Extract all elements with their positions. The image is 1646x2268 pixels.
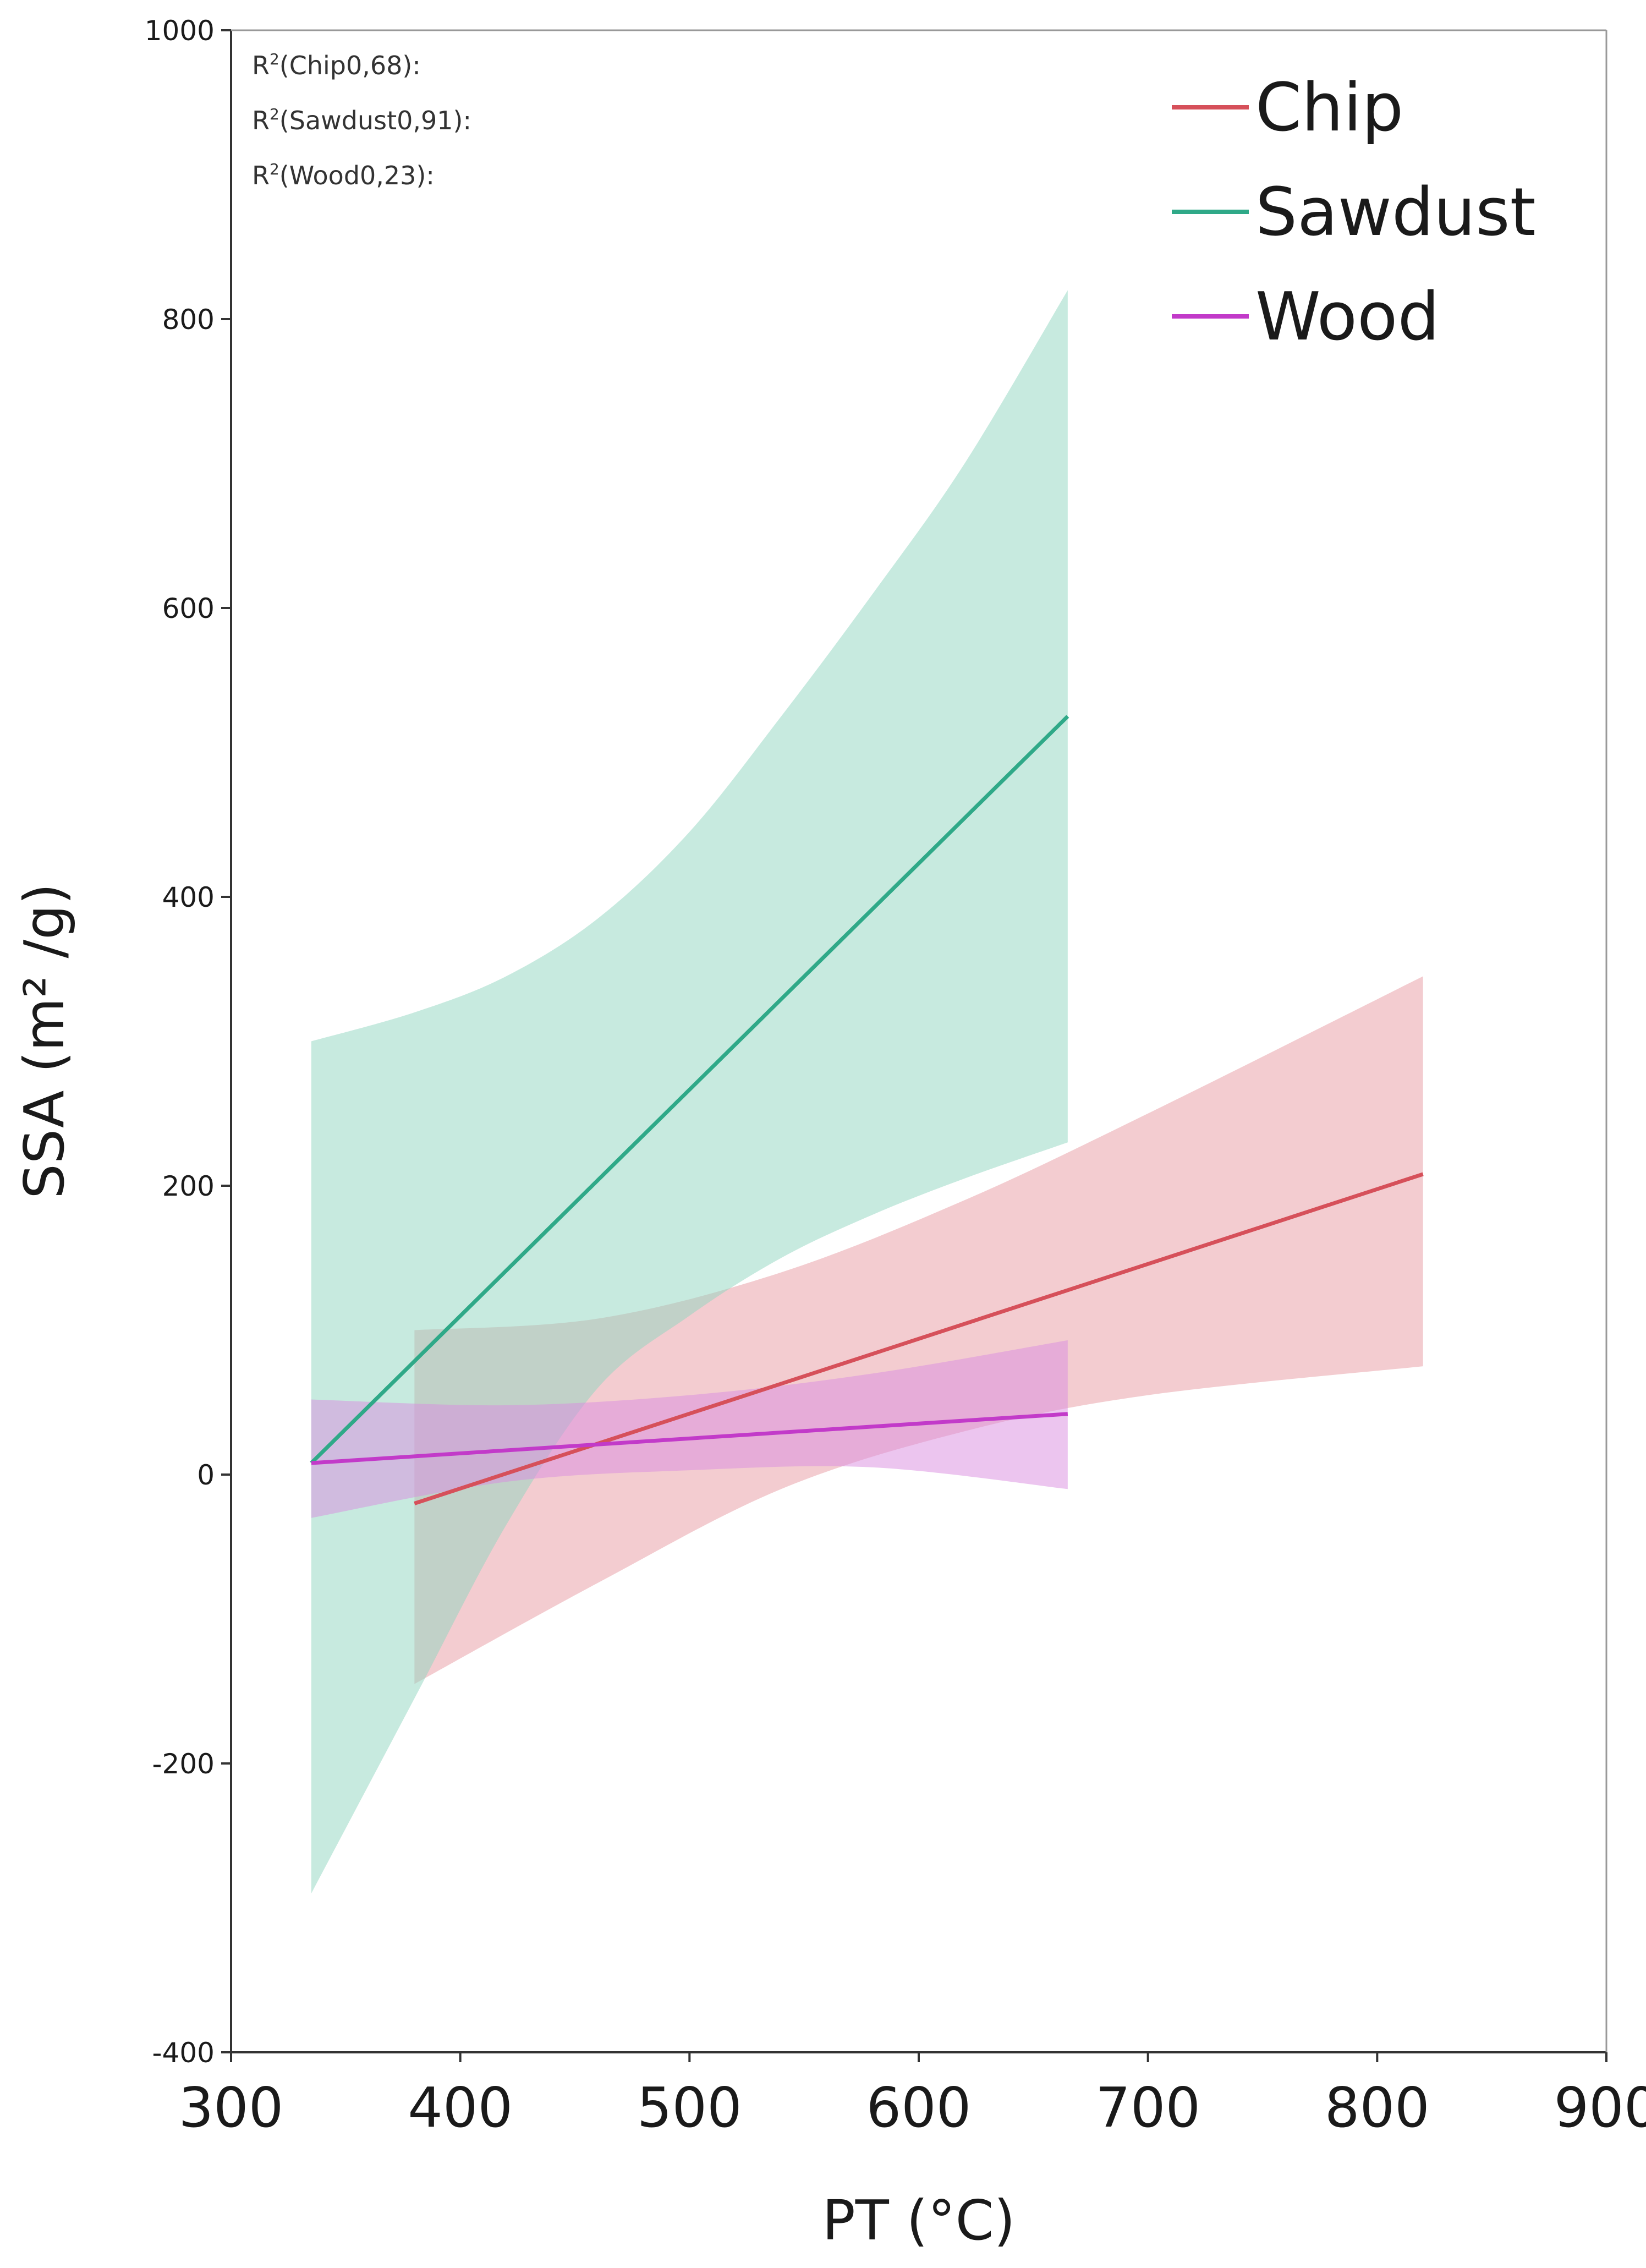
chip-legend-label: Chip [1255,70,1403,146]
y-ticks: -400 -200 0 200 400 600 800 1000 [145,15,231,2069]
y-tick-label: 1000 [145,15,215,47]
fit-lines [310,715,1424,1505]
x-tick-label: 700 [1095,2075,1200,2140]
r-squared-value: (Sawdust0,91): [279,106,471,135]
wood-fit-line [311,1412,1068,1465]
r-squared-superscript: 2 [270,160,279,178]
sawdust-legend-label: Sawdust [1255,174,1536,251]
confidence-bands [311,290,1423,1894]
y-tick-label: 200 [162,1170,215,1202]
r-squared-symbol: R [252,161,270,190]
legend: Chip Sawdust Wood [1172,70,1536,355]
wood-legend-label: Wood [1255,279,1440,355]
y-tick-label: 400 [162,881,215,913]
y-axis-title: SSA (m² /g) [12,883,76,1199]
x-tick-label: 900 [1554,2075,1646,2140]
r-squared-annotation: R2(Sawdust0,91): [252,105,471,135]
x-tick-label: 500 [637,2075,742,2140]
y-tick-label: -200 [152,1748,215,1780]
r-squared-superscript: 2 [270,105,279,123]
r-squared-annotation: R2(Chip0,68): [252,50,421,80]
x-tick-label: 300 [179,2075,284,2140]
r-squared-symbol: R [252,106,270,135]
r-squared-value: (Wood0,23): [279,161,435,190]
chip-confidence-band [414,976,1423,1684]
y-tick-label: -400 [152,2037,215,2069]
y-tick-label: 600 [162,593,215,624]
sawdust-fit-line [310,715,1069,1465]
chip-fit-line [414,1172,1424,1505]
y-tick-label: 0 [197,1459,215,1491]
x-tick-label: 800 [1325,2075,1430,2140]
y-tick-label: 800 [162,304,215,336]
x-tick-label: 600 [866,2075,972,2140]
x-ticks: 300 400 500 600 700 800 900 [179,2052,1646,2140]
r-squared-value: (Chip0,68): [279,51,421,80]
x-tick-label: 400 [408,2075,513,2140]
x-axis-title: PT (°C) [822,2188,1015,2253]
r-squared-symbol: R [252,51,270,80]
r-squared-annotation: R2(Wood0,23): [252,160,435,190]
r-squared-annotations: R2(Chip0,68):R2(Sawdust0,91):R2(Wood0,23… [252,50,471,190]
r-squared-superscript: 2 [270,50,279,68]
